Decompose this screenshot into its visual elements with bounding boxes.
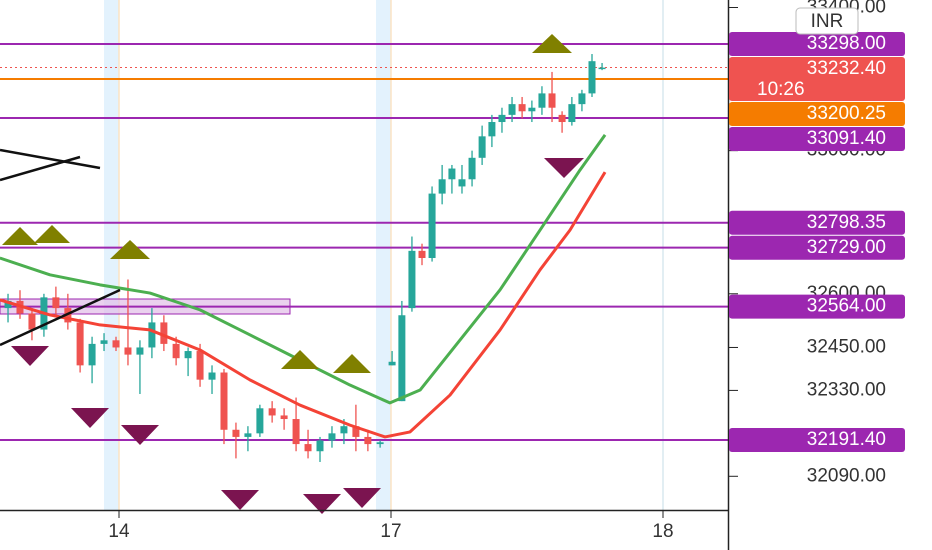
price-tag-label: 33232.40	[807, 58, 886, 79]
moving-average	[0, 134, 607, 405]
candle-body	[598, 67, 606, 70]
candle-body	[160, 322, 168, 344]
candle-body	[52, 297, 60, 309]
candle-body	[184, 351, 192, 359]
x-tick-label: 17	[380, 521, 401, 542]
price-tag	[729, 294, 905, 319]
candle-body	[232, 429, 240, 437]
trend-lines	[0, 148, 121, 347]
price-tag	[729, 127, 905, 152]
candle-body	[340, 426, 348, 434]
candle-body	[518, 104, 526, 112]
candle-body	[448, 168, 456, 180]
candle-body	[292, 419, 300, 445]
candle-body	[398, 315, 406, 402]
price-tag-label: 33091.40	[807, 128, 886, 149]
candle-body	[112, 340, 120, 348]
candle-body	[498, 114, 506, 123]
candle-body	[148, 322, 156, 348]
candle-body	[256, 408, 264, 434]
candle-body	[172, 343, 180, 359]
down-signals	[11, 158, 584, 514]
candle-body	[538, 93, 546, 108]
candle-body	[458, 179, 466, 187]
candle-body	[488, 122, 496, 137]
price-tag	[729, 235, 905, 260]
price-tag-label: 32798.35	[807, 212, 886, 233]
candle-body	[268, 408, 276, 416]
price-tag	[729, 57, 905, 102]
moving-average	[0, 171, 607, 439]
candle-body	[438, 179, 446, 194]
session-highlight	[376, 0, 391, 510]
candle-body	[28, 313, 36, 330]
candle-body	[100, 340, 108, 344]
up-signals	[2, 34, 572, 373]
candle-body	[88, 343, 96, 366]
candle-body	[280, 415, 288, 420]
candle-body	[76, 322, 84, 366]
candle-body	[364, 436, 372, 445]
price-tag-label: 33298.00	[807, 33, 886, 54]
candle-body	[578, 93, 586, 105]
session-highlight	[104, 0, 119, 510]
price-tag	[729, 32, 905, 57]
candle-body	[528, 107, 536, 112]
currency-box	[795, 7, 859, 35]
y-tick-label: 32330.00	[807, 379, 886, 400]
candle-body	[124, 347, 132, 355]
candle-body	[508, 104, 516, 115]
y-tick-label: 32090.00	[807, 465, 886, 486]
price-tag-label: 32729.00	[807, 237, 886, 258]
candle-body	[428, 193, 436, 259]
candle-body	[328, 433, 336, 441]
candle-body	[376, 442, 384, 445]
price-tag	[729, 210, 905, 235]
candle-body	[136, 347, 144, 355]
candle-body	[468, 157, 476, 180]
candle-body	[588, 61, 596, 94]
candle-body	[558, 114, 566, 123]
candle-body	[548, 93, 556, 108]
candle-body	[408, 250, 416, 309]
candle-body	[316, 440, 324, 452]
candle-body	[304, 444, 312, 452]
price-tag-label: 33200.25	[807, 103, 886, 124]
candle-body	[244, 433, 252, 437]
currency: INR	[811, 11, 844, 32]
candle-body	[208, 372, 216, 380]
candle-body	[568, 104, 576, 123]
candle-body	[478, 136, 486, 158]
price-tag-time: 10:26	[757, 79, 805, 100]
price-tag	[729, 102, 905, 127]
candle-body	[388, 361, 396, 366]
candle-body	[352, 426, 360, 437]
y-tick-label: 32450.00	[807, 336, 886, 357]
candle-body	[418, 250, 426, 259]
x-tick-label: 14	[108, 521, 130, 542]
candle-body	[196, 351, 204, 380]
candle-body	[4, 300, 12, 309]
price-tag	[729, 428, 905, 452]
price-tag-label: 32564.00	[807, 296, 886, 317]
candle-body	[220, 372, 228, 430]
x-tick-label: 18	[652, 521, 673, 542]
price-tag-label: 32191.40	[807, 429, 886, 450]
